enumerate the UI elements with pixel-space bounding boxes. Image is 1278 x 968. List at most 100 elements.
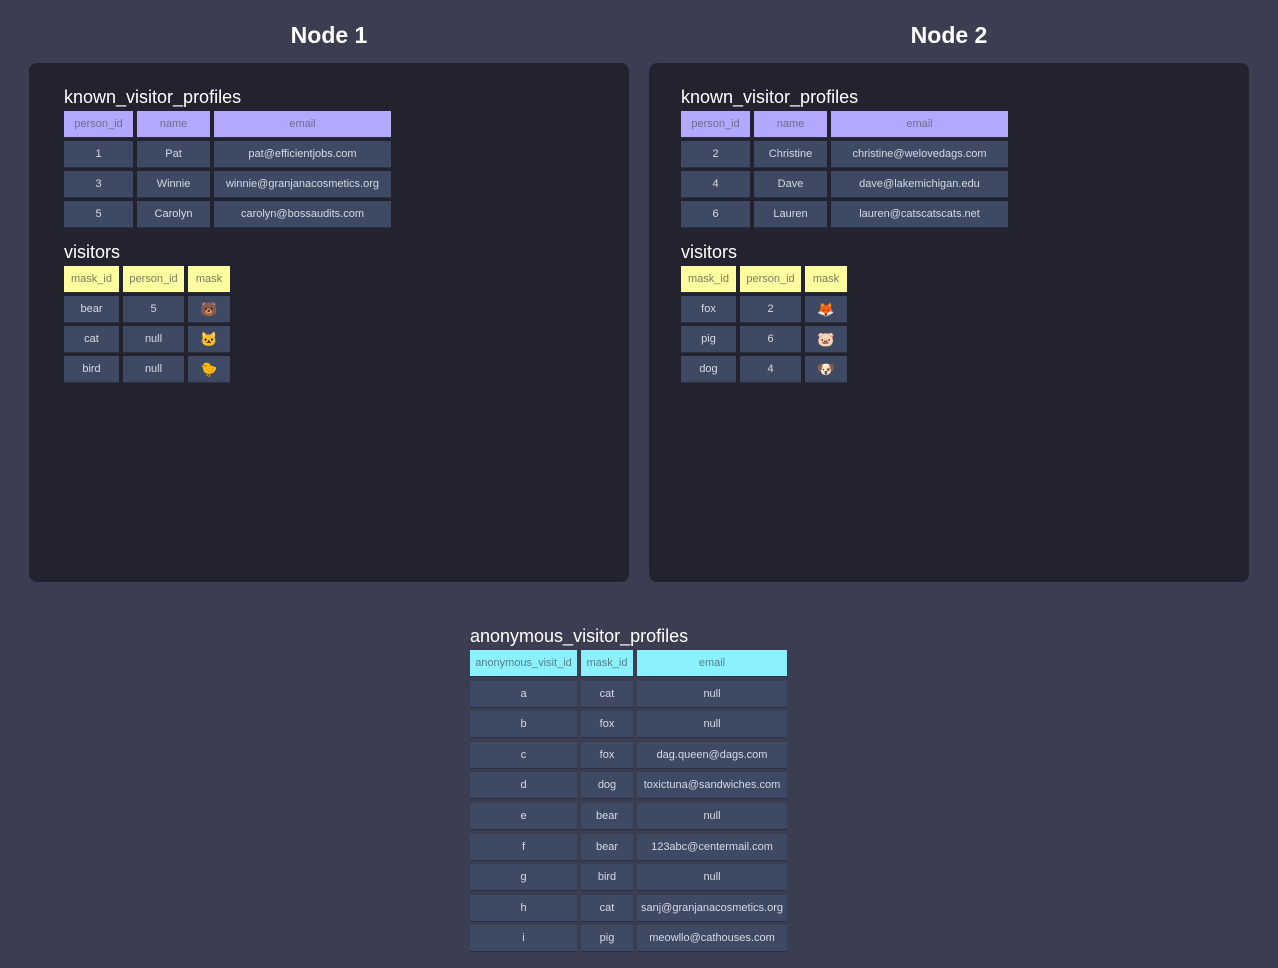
table-cell: Christine <box>754 141 827 167</box>
table-row: 3 Winnie winnie@granjanacosmetics.org <box>64 171 391 197</box>
header-row: mask_id person_id mask <box>64 266 230 292</box>
table-cell: Dave <box>754 171 827 197</box>
table-row: bird null 🐤 <box>64 356 230 382</box>
table-cell: lauren@catscatscats.net <box>831 201 1008 227</box>
table-row: b fox null <box>470 711 787 738</box>
table-cell: 5 <box>64 201 133 227</box>
table-cell: h <box>470 894 577 921</box>
node-2-known-visitor-profiles-table: known_visitor_profiles person_id name email… <box>681 86 1008 231</box>
table-row: h cat sanj@granjanacosmetics.org <box>470 894 787 921</box>
table-cell: g <box>470 864 577 891</box>
table-row: dog 4 🐶 <box>681 356 847 382</box>
table-row: f bear 123abc@centermail.com <box>470 833 787 860</box>
table-row: a cat null <box>470 680 787 707</box>
header-row: person_id name email <box>681 111 1008 137</box>
column-header: email <box>831 111 1008 137</box>
table-cell: bird <box>64 356 119 382</box>
table-row: 4 Dave dave@lakemichigan.edu <box>681 171 1008 197</box>
table-cell: null <box>637 711 787 738</box>
table-cell: dag.queen@dags.com <box>637 741 787 768</box>
column-header: anonymous_visit_id <box>470 650 577 676</box>
table-title: anonymous_visitor_profiles <box>470 626 689 646</box>
table-cell: 3 <box>64 171 133 197</box>
table-row: c fox dag.queen@dags.com <box>470 741 787 768</box>
table-cell: 4 <box>740 356 801 382</box>
column-header: name <box>137 111 210 137</box>
table-cell: b <box>470 711 577 738</box>
table-cell: cat <box>581 680 633 707</box>
table-row: pig 6 🐷 <box>681 326 847 352</box>
table-cell: Pat <box>137 141 210 167</box>
header-row: mask_id person_id mask <box>681 266 847 292</box>
table-cell: cat <box>581 894 633 921</box>
table-cell: bear <box>581 802 633 829</box>
column-header: person_id <box>64 111 133 137</box>
column-header: email <box>637 650 787 676</box>
mask-emoji-icon: 🐤 <box>188 356 230 382</box>
table-cell: 4 <box>681 171 750 197</box>
table-row: g bird null <box>470 864 787 891</box>
node-2-title: Node 2 <box>910 22 988 48</box>
table-cell: toxictuna@sandwiches.com <box>637 772 787 799</box>
mask-emoji-icon: 🦊 <box>805 296 847 322</box>
table-cell: 5 <box>123 296 184 322</box>
table-cell: d <box>470 772 577 799</box>
table-cell: i <box>470 925 577 952</box>
table-row: bear 5 🐻 <box>64 296 230 322</box>
table-cell: null <box>637 802 787 829</box>
column-header: person_id <box>123 266 184 292</box>
table-cell: null <box>123 356 184 382</box>
table-title: known_visitor_profiles <box>681 87 859 107</box>
table-cell: fox <box>581 711 633 738</box>
table-row: fox 2 🦊 <box>681 296 847 322</box>
header-row: person_id name email <box>64 111 391 137</box>
table-cell: cat <box>64 326 119 352</box>
table-cell: 1 <box>64 141 133 167</box>
table-row: 6 Lauren lauren@catscatscats.net <box>681 201 1008 227</box>
table-cell: 123abc@centermail.com <box>637 833 787 860</box>
node-1-title: Node 1 <box>290 22 368 48</box>
column-header: person_id <box>740 266 801 292</box>
table-cell: a <box>470 680 577 707</box>
table-cell: 2 <box>740 296 801 322</box>
table-cell: dave@lakemichigan.edu <box>831 171 1008 197</box>
table-cell: bird <box>581 864 633 891</box>
table-cell: null <box>637 680 787 707</box>
column-header: mask <box>188 266 230 292</box>
table-cell: f <box>470 833 577 860</box>
table-cell: 6 <box>740 326 801 352</box>
table-row: 5 Carolyn carolyn@bossaudits.com <box>64 201 391 227</box>
table-cell: carolyn@bossaudits.com <box>214 201 391 227</box>
mask-emoji-icon: 🐶 <box>805 356 847 382</box>
table-row: 2 Christine christine@welovedags.com <box>681 141 1008 167</box>
mask-emoji-icon: 🐻 <box>188 296 230 322</box>
column-header: name <box>754 111 827 137</box>
table-cell: 2 <box>681 141 750 167</box>
table-cell: null <box>123 326 184 352</box>
column-header: mask_id <box>64 266 119 292</box>
table-row: e bear null <box>470 802 787 829</box>
table-cell: sanj@granjanacosmetics.org <box>637 894 787 921</box>
table-cell: pig <box>681 326 736 352</box>
table-title: known_visitor_profiles <box>64 87 242 107</box>
table-row: d dog toxictuna@sandwiches.com <box>470 772 787 799</box>
anonymous-visitor-profiles-table: anonymous_visitor_profiles anonymous_visi… <box>470 625 787 956</box>
column-header: email <box>214 111 391 137</box>
table-cell: 6 <box>681 201 750 227</box>
table-cell: pat@efficientjobs.com <box>214 141 391 167</box>
column-header: mask_id <box>581 650 633 676</box>
column-header: mask_id <box>681 266 736 292</box>
table-cell: fox <box>681 296 736 322</box>
table-cell: Lauren <box>754 201 827 227</box>
table-row: i pig meowllo@cathouses.com <box>470 925 787 952</box>
table-cell: bear <box>581 833 633 860</box>
table-cell: null <box>637 864 787 891</box>
header-row: anonymous_visit_id mask_id email <box>470 650 787 676</box>
node-2-visitors-table: visitors mask_id person_id mask fox 2 🦊 pig 6 🐷 do… <box>681 241 847 386</box>
table-cell: winnie@granjanacosmetics.org <box>214 171 391 197</box>
table-cell: e <box>470 802 577 829</box>
table-cell: Carolyn <box>137 201 210 227</box>
table-cell: c <box>470 741 577 768</box>
mask-emoji-icon: 🐷 <box>805 326 847 352</box>
table-cell: dog <box>581 772 633 799</box>
